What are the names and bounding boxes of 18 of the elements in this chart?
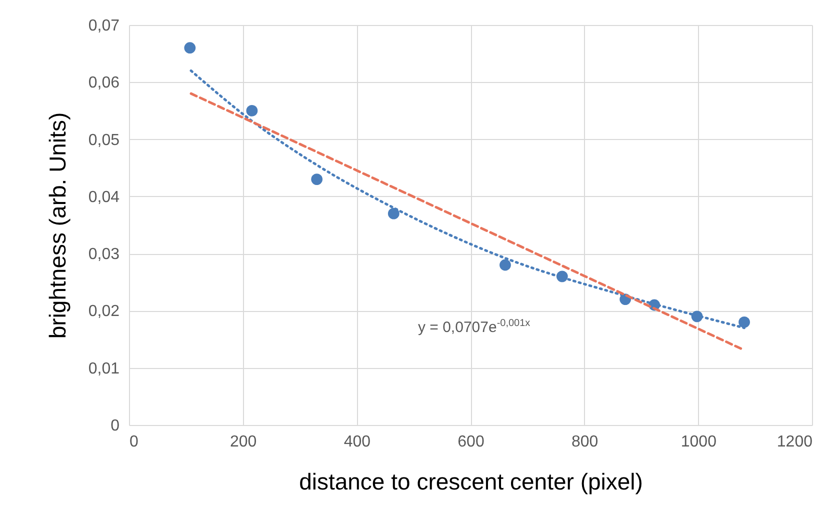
y-tick-label: 0,04 bbox=[88, 188, 120, 206]
x-tick-label: 1000 bbox=[680, 434, 717, 450]
y-tick-label: 0,02 bbox=[88, 303, 120, 320]
y-tick-label: 0,03 bbox=[88, 246, 120, 264]
y-tick-label: 0,05 bbox=[88, 132, 120, 149]
y-axis-title: brightness (arb. Units) bbox=[44, 112, 70, 339]
x-tick-label: 400 bbox=[344, 434, 371, 450]
y-tick-label: 0,06 bbox=[88, 74, 120, 92]
annotation: y = 0,0707e$^{-0,001x}$ bbox=[418, 318, 530, 336]
x-tick-label: 1200 bbox=[776, 434, 813, 450]
y-tick-label: 0,07 bbox=[88, 18, 120, 34]
x-axis-title: distance to crescent center (pixel) bbox=[299, 468, 643, 494]
y-tick-label: 0 bbox=[110, 418, 120, 434]
x-tick-label: 600 bbox=[458, 434, 484, 450]
x-tick-label: 200 bbox=[230, 434, 257, 450]
y-tick-label: 0,01 bbox=[88, 360, 120, 378]
x-tick-label: 0 bbox=[130, 434, 138, 450]
x-tick-label: 800 bbox=[571, 434, 598, 450]
